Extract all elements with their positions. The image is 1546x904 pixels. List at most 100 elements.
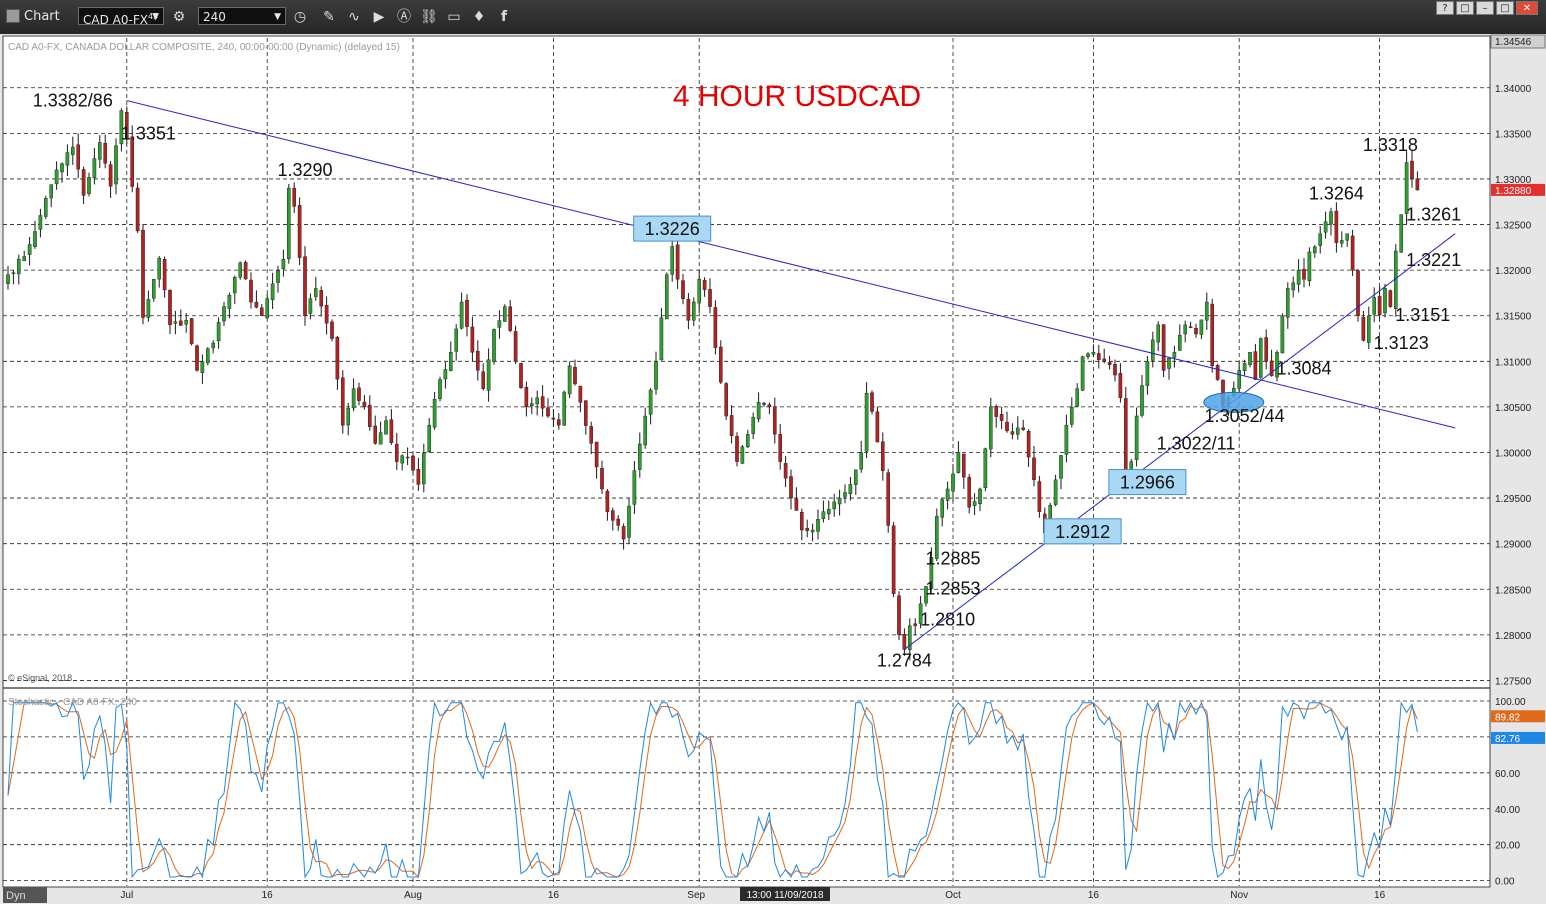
close-button[interactable]: ✕ (1516, 1, 1538, 15)
link-icon[interactable]: ⛓ (420, 9, 438, 25)
price-annotation: 1.2966 (1120, 473, 1175, 493)
price-annotation: 1.3221 (1406, 250, 1461, 270)
clock-icon[interactable]: ◷ (293, 9, 307, 25)
candle-body (265, 298, 270, 319)
symbol-selector[interactable]: CAD A0-FX45 ▼ (78, 7, 164, 27)
candle-body (600, 468, 604, 490)
candle-body (1032, 457, 1036, 481)
candle-body (1053, 479, 1058, 505)
candle-body (870, 392, 874, 412)
candle-body (935, 516, 939, 559)
interval-text: 240 (203, 10, 226, 24)
candle-body (978, 488, 982, 504)
candle-body (1339, 240, 1344, 244)
candle-body (465, 299, 469, 327)
candle-body (357, 387, 361, 401)
play-icon[interactable]: ▶ (373, 9, 385, 25)
price-annotation: 1.3382/86 (33, 91, 113, 111)
time-tick-label: Sep (687, 890, 705, 901)
candle-body (1194, 327, 1198, 335)
price-annotation: 1.3084 (1276, 359, 1331, 379)
candle-body (735, 436, 739, 462)
symbol-text: CAD A0-FX (83, 13, 148, 27)
candle-body (929, 557, 934, 589)
chart-area[interactable]: 1.3382/86 1.3351 1.3290 1.3226 1.3318 1.3264 1… (0, 34, 1546, 904)
candle-body (692, 301, 696, 321)
candle-body (400, 455, 405, 464)
settings-icon[interactable]: ⚙ (172, 9, 186, 25)
candle-body (675, 244, 680, 280)
candle-body (945, 488, 950, 501)
candle-body (443, 369, 448, 380)
window-button[interactable]: □ (1456, 1, 1474, 15)
interval-dropdown-icon[interactable]: ▼ (274, 12, 281, 22)
last-price-label: 1.32880 (1495, 186, 1532, 197)
symbol-dropdown-icon[interactable]: ▼ (152, 12, 159, 22)
candle-body (454, 328, 459, 352)
candle-body (643, 415, 647, 446)
help-button[interactable]: ? (1436, 1, 1454, 15)
candle-body (76, 144, 80, 170)
price-annotation: 1.3052/44 (1205, 406, 1285, 426)
candle-body (1080, 356, 1085, 391)
candle-body (756, 402, 761, 420)
curve-icon[interactable]: ∿ (348, 9, 360, 25)
stochastic-k-line (7, 700, 1418, 879)
twitter-icon[interactable]: ♦ (472, 9, 486, 25)
candle-body (416, 469, 421, 485)
candle-body (1156, 324, 1160, 343)
stochastic-value-box (1491, 710, 1545, 723)
candle-body (665, 274, 669, 320)
price-tick-label: 1.32500 (1495, 221, 1532, 232)
candle-body (789, 476, 793, 499)
trendline[interactable] (904, 233, 1456, 650)
interval-selector[interactable]: 240 ▼ (198, 7, 286, 25)
candle-body (432, 399, 437, 428)
candle-body (940, 499, 944, 518)
candle-body (6, 274, 10, 285)
minimize-button[interactable]: – (1476, 1, 1494, 15)
maximize-button[interactable]: □ (1496, 1, 1514, 15)
candle-body (632, 470, 637, 505)
candle-body (821, 511, 826, 519)
candle-body (557, 419, 561, 426)
candle-body (60, 163, 64, 173)
candle-body (1177, 334, 1182, 351)
plot-frame (2, 35, 1491, 888)
price-annotation: 1.2853 (925, 578, 980, 598)
candle-body (1404, 162, 1409, 214)
candle-body (151, 279, 156, 299)
price-tick-label: 1.27500 (1495, 676, 1532, 687)
candle-body (1345, 233, 1349, 241)
candle-body (1312, 246, 1317, 254)
candle-body (119, 110, 124, 145)
candle-body (1183, 324, 1187, 335)
candle-body (611, 510, 615, 521)
candle-body (530, 403, 534, 407)
candle-body (983, 448, 988, 489)
stochastic-value-label: 89.82 (1495, 712, 1520, 723)
alert-icon[interactable]: Ⓐ (397, 9, 411, 25)
footer-dyn-box[interactable] (3, 887, 47, 903)
candle-body (427, 424, 432, 453)
candle-body (724, 383, 728, 417)
price-annotation: 1.2885 (925, 548, 980, 568)
price-tick-label: 1.34000 (1495, 84, 1532, 95)
candle-body (713, 307, 718, 348)
candle-body (470, 326, 475, 353)
time-tick-label: Nov (1230, 890, 1248, 901)
candle-body (44, 198, 48, 217)
candle-body (924, 586, 928, 604)
candle-body (773, 406, 777, 435)
candle-body (27, 244, 32, 255)
candle-body (540, 396, 545, 409)
trendline[interactable] (126, 100, 1456, 429)
price-annotation: 1.3351 (121, 123, 176, 143)
candle-body (405, 456, 410, 459)
comment-icon[interactable]: ▭ (447, 9, 461, 25)
pencil-icon[interactable]: ✎ (323, 9, 335, 25)
candle-body (351, 388, 356, 409)
candle-body (1199, 319, 1204, 335)
price-tick-label: 1.28500 (1495, 585, 1532, 596)
facebook-icon[interactable]: f (500, 9, 508, 25)
